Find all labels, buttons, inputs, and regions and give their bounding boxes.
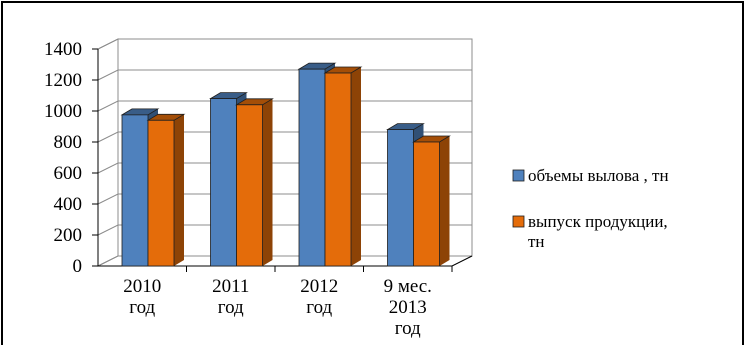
y-tick-label: 1200 — [44, 70, 82, 91]
bar-front — [324, 72, 352, 267]
bar-front — [236, 104, 263, 267]
bar — [235, 98, 274, 267]
legend-label: тн — [528, 232, 545, 251]
x-category-label: год — [129, 297, 155, 318]
bar-side — [439, 136, 450, 266]
y-tick-label: 400 — [54, 194, 83, 215]
bar-front — [121, 114, 149, 267]
legend-swatch — [512, 215, 525, 228]
bar — [412, 135, 451, 267]
y-tick-label: 200 — [54, 225, 83, 246]
y-tick-label: 1400 — [44, 39, 82, 60]
x-axis-depth-line — [451, 255, 473, 267]
gridline — [97, 69, 472, 81]
x-category-label: 2013 — [389, 297, 427, 318]
side-wall — [97, 38, 119, 267]
x-category-label: год — [218, 297, 244, 318]
legend-label: выпуск продукции, — [528, 212, 668, 231]
bar — [146, 113, 186, 267]
bar-front — [147, 119, 175, 267]
x-category-label: 2011 — [212, 276, 249, 297]
bar-side — [174, 114, 184, 266]
legend-item: объемы вылова , тн — [512, 166, 669, 185]
bar-front — [387, 129, 414, 267]
legend-swatch — [512, 169, 525, 182]
bar-side — [351, 67, 361, 267]
axes — [92, 48, 473, 272]
gridline — [97, 38, 472, 50]
bar-front — [298, 68, 326, 267]
y-tick-label: 1000 — [44, 101, 82, 122]
legend-item: выпуск продукции,тн — [512, 212, 668, 251]
y-tick-label: 600 — [54, 163, 83, 184]
bar-side — [262, 98, 273, 266]
y-tick-label: 0 — [73, 256, 83, 277]
y-axis-tick-labels: 0 200 400 600 800 1000 1200 1400 — [44, 39, 82, 277]
x-category-label: год — [395, 318, 421, 339]
bar-front — [413, 141, 440, 267]
bar-front — [210, 98, 237, 267]
x-category-label: 2010 — [123, 276, 161, 297]
y-tick-label: 800 — [54, 132, 83, 153]
x-category-label: 9 мес. — [384, 276, 432, 297]
x-category-label: 2012 — [300, 276, 338, 297]
legend: объемы вылова , тн выпуск продукции,тн — [512, 166, 669, 251]
x-category-label: год — [306, 297, 332, 318]
legend-label: объемы вылова , тн — [528, 166, 669, 185]
bar — [323, 66, 363, 267]
bars — [120, 62, 451, 267]
